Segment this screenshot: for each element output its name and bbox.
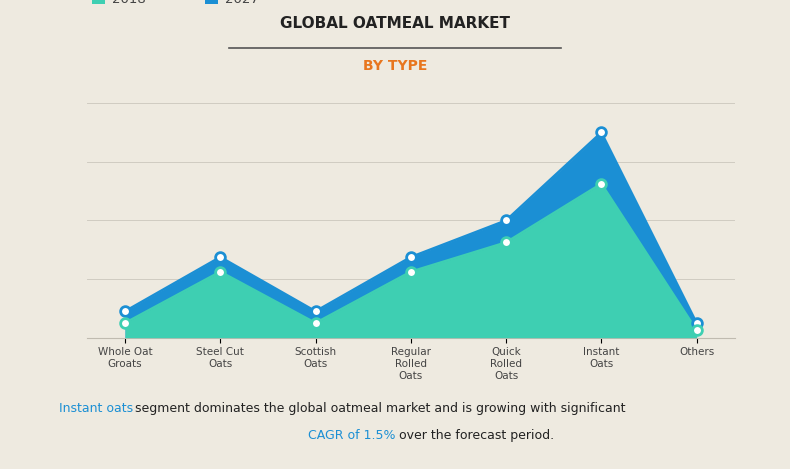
Text: segment dominates the global oatmeal market and is growing with significant: segment dominates the global oatmeal mar… [131, 402, 626, 415]
Text: BY TYPE: BY TYPE [363, 59, 427, 73]
Text: over the forecast period.: over the forecast period. [395, 429, 554, 442]
Text: CAGR of 1.5%: CAGR of 1.5% [307, 429, 395, 442]
Legend: 2018, 2027: 2018, 2027 [87, 0, 264, 11]
Text: GLOBAL OATMEAL MARKET: GLOBAL OATMEAL MARKET [280, 16, 510, 31]
Text: Instant oats: Instant oats [59, 402, 134, 415]
